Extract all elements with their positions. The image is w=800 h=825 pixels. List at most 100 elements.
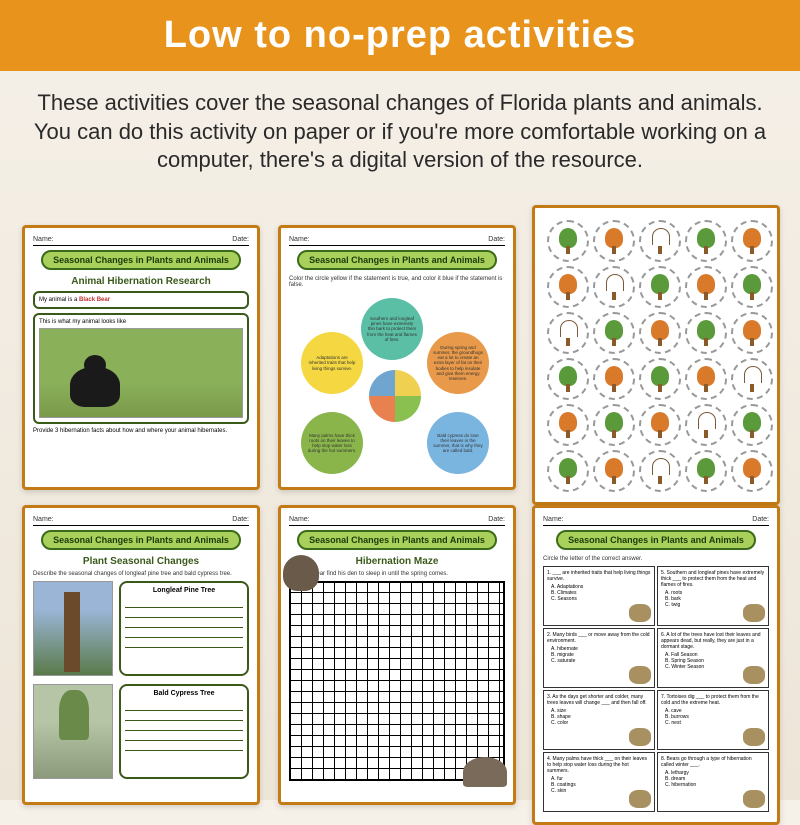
quiz-cell: 6. A lot of the trees have lost their le… bbox=[657, 628, 769, 688]
bear-photo bbox=[39, 328, 243, 418]
quiz-option: C. saturate bbox=[551, 658, 651, 664]
write-line bbox=[125, 711, 243, 721]
write-line bbox=[125, 628, 243, 638]
quiz-question: 2. Many birds ___ or move away from the … bbox=[547, 632, 651, 644]
write-line bbox=[125, 638, 243, 648]
tree-circle bbox=[547, 404, 589, 446]
worksheet-tree-circles bbox=[532, 205, 780, 505]
date-label: Date: bbox=[232, 516, 249, 523]
quiz-cell: 2. Many birds ___ or move away from the … bbox=[543, 628, 655, 688]
date-label: Date: bbox=[488, 236, 505, 243]
ws4-instruction: Describe the seasonal changes of longlea… bbox=[33, 571, 249, 577]
quiz-question: 7. Tortoises dig ___ to protect them fro… bbox=[661, 694, 765, 706]
tree-circle bbox=[685, 266, 727, 308]
quiz-image-icon bbox=[743, 790, 765, 808]
tree-icon bbox=[741, 412, 763, 438]
quiz-question: 3. As the days get shorter and colder, m… bbox=[547, 694, 651, 706]
circle-orange: During spring and summer, the groundhogs… bbox=[427, 332, 489, 394]
worksheet-quiz: Name: Date: Seasonal Changes in Plants a… bbox=[532, 505, 780, 825]
cypress-title: Bald Cypress Tree bbox=[125, 690, 243, 697]
quiz-question: 4. Many palms have thick ___ on their le… bbox=[547, 756, 651, 774]
tree-icon bbox=[741, 366, 763, 392]
tree-circle bbox=[731, 404, 773, 446]
ws1-footer: Provide 3 hibernation facts about how an… bbox=[33, 428, 249, 434]
ws2-instruction: Color the circle yellow if the statement… bbox=[289, 276, 505, 288]
write-line bbox=[125, 731, 243, 741]
animal-photo-box: This is what my animal looks like bbox=[33, 313, 249, 424]
maze-bear-icon bbox=[283, 555, 319, 591]
tree-icon bbox=[603, 274, 625, 300]
tree-circle bbox=[731, 450, 773, 492]
quiz-option: C. nest bbox=[665, 720, 765, 726]
tree-circle bbox=[731, 358, 773, 400]
ws-header: Name: Date: bbox=[289, 236, 505, 246]
worksheet-maze: Name: Date: Seasonal Changes in Plants a… bbox=[278, 505, 516, 805]
tree-icon bbox=[741, 458, 763, 484]
maze bbox=[289, 581, 505, 781]
quiz-question: 8. Bears go through a type of hibernatio… bbox=[661, 756, 765, 768]
tree-circle bbox=[639, 404, 681, 446]
tree-icon bbox=[695, 412, 717, 438]
circle-yellow: Adaptations are inherited traits that he… bbox=[301, 332, 363, 394]
tree-circle bbox=[731, 266, 773, 308]
tree-circle bbox=[639, 220, 681, 262]
tree-icon bbox=[603, 228, 625, 254]
pine-lines-box: Longleaf Pine Tree bbox=[119, 581, 249, 676]
quiz-option: C. hibernation bbox=[665, 782, 765, 788]
badge-title: Seasonal Changes in Plants and Animals bbox=[297, 250, 497, 270]
tree-icon bbox=[695, 366, 717, 392]
tree-circle bbox=[593, 312, 635, 354]
tree-icon bbox=[557, 274, 579, 300]
tree-icon bbox=[649, 366, 671, 392]
tree-icon bbox=[695, 274, 717, 300]
tree-circle bbox=[731, 312, 773, 354]
tree-icon bbox=[557, 458, 579, 484]
seasons-pie-icon bbox=[369, 370, 421, 422]
tree-circle bbox=[731, 220, 773, 262]
tree-circle bbox=[639, 450, 681, 492]
tree-icon bbox=[695, 320, 717, 346]
quiz-image-icon bbox=[743, 728, 765, 746]
tree-circle bbox=[593, 266, 635, 308]
quiz-question: 6. A lot of the trees have lost their le… bbox=[661, 632, 765, 650]
tree-circle bbox=[593, 358, 635, 400]
animal-name-box: My animal is a Black Bear bbox=[33, 291, 249, 309]
tree-circle bbox=[547, 266, 589, 308]
pine-title: Longleaf Pine Tree bbox=[125, 587, 243, 594]
tree-circle bbox=[547, 220, 589, 262]
name-label: Name: bbox=[33, 516, 54, 523]
quiz-image-icon bbox=[629, 728, 651, 746]
quiz-cell: 8. Bears go through a type of hibernatio… bbox=[657, 752, 769, 812]
tree-icon bbox=[695, 228, 717, 254]
ws6-instruction: Circle the letter of the correct answer. bbox=[543, 556, 769, 562]
ws-header: Name: Date: bbox=[543, 516, 769, 526]
tree-icon bbox=[695, 458, 717, 484]
maze-cave-icon bbox=[463, 757, 507, 787]
badge-title: Seasonal Changes in Plants and Animals bbox=[41, 530, 241, 550]
tree-circle bbox=[593, 450, 635, 492]
tree-icon bbox=[603, 412, 625, 438]
name-label: Name: bbox=[33, 236, 54, 243]
quiz-image-icon bbox=[629, 666, 651, 684]
tree-icon bbox=[649, 320, 671, 346]
badge-title: Seasonal Changes in Plants and Animals bbox=[556, 530, 756, 550]
quiz-option: C. color bbox=[551, 720, 651, 726]
tree-icon bbox=[649, 412, 671, 438]
tree-icon bbox=[557, 228, 579, 254]
worksheet-color-circles: Name: Date: Seasonal Changes in Plants a… bbox=[278, 225, 516, 490]
badge-title: Seasonal Changes in Plants and Animals bbox=[297, 530, 497, 550]
my-animal-label: My animal is a bbox=[39, 297, 77, 303]
worksheets-area: Name: Date: Seasonal Changes in Plants a… bbox=[0, 220, 800, 800]
quiz-image-icon bbox=[743, 666, 765, 684]
header-title: Low to no-prep activities bbox=[164, 14, 637, 56]
write-line bbox=[125, 618, 243, 628]
badge-title: Seasonal Changes in Plants and Animals bbox=[41, 250, 241, 270]
tree-circle bbox=[547, 450, 589, 492]
tree-icon bbox=[603, 366, 625, 392]
quiz-cell: 3. As the days get shorter and colder, m… bbox=[543, 690, 655, 750]
tree-circle bbox=[593, 404, 635, 446]
circle-blue: Bald cypress do lose their leaves in the… bbox=[427, 412, 489, 474]
cypress-photo bbox=[33, 684, 113, 779]
quiz-question: 1. ___ are inherited traits that help li… bbox=[547, 570, 651, 582]
quiz-question: 5. Southern and longleaf pines have extr… bbox=[661, 570, 765, 588]
